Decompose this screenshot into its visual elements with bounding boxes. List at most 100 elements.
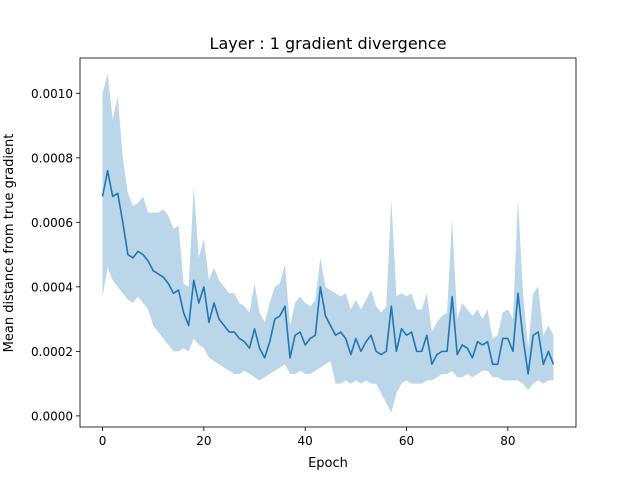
data-point bbox=[345, 337, 347, 339]
x-tick-label: 80 bbox=[500, 434, 515, 448]
data-point bbox=[289, 357, 291, 359]
data-point bbox=[527, 373, 529, 375]
data-point bbox=[152, 270, 154, 272]
data-point bbox=[319, 286, 321, 288]
data-point bbox=[117, 192, 119, 194]
y-tick-label: 0.0004 bbox=[31, 280, 73, 294]
data-point bbox=[329, 324, 331, 326]
data-point bbox=[193, 279, 195, 281]
data-point bbox=[350, 353, 352, 355]
data-point bbox=[284, 305, 286, 307]
data-point bbox=[415, 350, 417, 352]
data-point bbox=[339, 331, 341, 333]
data-point bbox=[421, 350, 423, 352]
data-point bbox=[497, 363, 499, 365]
data-point bbox=[547, 350, 549, 352]
data-point bbox=[238, 337, 240, 339]
data-point bbox=[441, 350, 443, 352]
y-axis: 0.0000 0.0002 0.0004 0.0006 0.0008 0.0010 bbox=[31, 87, 80, 423]
data-point bbox=[491, 363, 493, 365]
data-point bbox=[466, 347, 468, 349]
data-point bbox=[198, 302, 200, 304]
data-point bbox=[269, 341, 271, 343]
y-tick-label: 0.0010 bbox=[31, 87, 73, 101]
data-point bbox=[111, 195, 113, 197]
y-axis-label: Mean distance from true gradient bbox=[2, 134, 17, 353]
data-point bbox=[517, 292, 519, 294]
data-point bbox=[142, 253, 144, 255]
data-point bbox=[502, 337, 504, 339]
data-point bbox=[476, 341, 478, 343]
x-axis: 0 20 40 60 80 bbox=[99, 427, 515, 448]
data-point bbox=[177, 289, 179, 291]
x-tick-label: 40 bbox=[298, 434, 313, 448]
data-point bbox=[147, 260, 149, 262]
data-point bbox=[203, 286, 205, 288]
data-point bbox=[537, 331, 539, 333]
data-point bbox=[410, 331, 412, 333]
data-point bbox=[127, 253, 129, 255]
data-point bbox=[324, 315, 326, 317]
data-point bbox=[355, 337, 357, 339]
y-tick-label: 0.0006 bbox=[31, 216, 73, 230]
data-point bbox=[122, 221, 124, 223]
data-point bbox=[400, 328, 402, 330]
data-point bbox=[405, 334, 407, 336]
x-tick-label: 60 bbox=[399, 434, 414, 448]
data-point bbox=[279, 315, 281, 317]
data-point bbox=[436, 353, 438, 355]
data-point bbox=[182, 311, 184, 313]
data-point bbox=[132, 257, 134, 259]
chart-title: Layer : 1 gradient divergence bbox=[210, 34, 447, 53]
x-tick-label: 0 bbox=[99, 434, 107, 448]
data-point bbox=[451, 295, 453, 297]
data-point bbox=[162, 276, 164, 278]
data-point bbox=[471, 357, 473, 359]
data-point bbox=[532, 334, 534, 336]
x-tick-label: 20 bbox=[196, 434, 211, 448]
data-point bbox=[172, 292, 174, 294]
data-point bbox=[309, 337, 311, 339]
y-tick-label: 0.0008 bbox=[31, 151, 73, 165]
data-point bbox=[218, 318, 220, 320]
data-point bbox=[486, 341, 488, 343]
data-point bbox=[446, 350, 448, 352]
data-point bbox=[274, 318, 276, 320]
data-point bbox=[106, 170, 108, 172]
data-point bbox=[157, 273, 159, 275]
data-point bbox=[456, 353, 458, 355]
data-point bbox=[167, 282, 169, 284]
data-point bbox=[223, 324, 225, 326]
plot-area bbox=[101, 73, 555, 413]
data-point bbox=[512, 350, 514, 352]
mean-line bbox=[101, 169, 555, 375]
data-point bbox=[507, 337, 509, 339]
data-point bbox=[334, 334, 336, 336]
data-point bbox=[187, 324, 189, 326]
data-point bbox=[360, 350, 362, 352]
data-point bbox=[137, 250, 139, 252]
data-point bbox=[426, 334, 428, 336]
data-point bbox=[294, 334, 296, 336]
data-point bbox=[365, 341, 367, 343]
data-point bbox=[522, 337, 524, 339]
data-point bbox=[258, 347, 260, 349]
data-point bbox=[481, 344, 483, 346]
data-point bbox=[431, 363, 433, 365]
data-point bbox=[243, 341, 245, 343]
data-point bbox=[208, 321, 210, 323]
data-point bbox=[395, 350, 397, 352]
data-point bbox=[552, 363, 554, 365]
data-point bbox=[233, 331, 235, 333]
data-point bbox=[375, 350, 377, 352]
data-point bbox=[248, 347, 250, 349]
data-point bbox=[314, 334, 316, 336]
data-point bbox=[390, 305, 392, 307]
data-point bbox=[542, 363, 544, 365]
data-point bbox=[461, 344, 463, 346]
data-point bbox=[228, 331, 230, 333]
data-point bbox=[299, 331, 301, 333]
confidence-band bbox=[102, 73, 554, 413]
data-point bbox=[370, 334, 372, 336]
data-point bbox=[385, 350, 387, 352]
